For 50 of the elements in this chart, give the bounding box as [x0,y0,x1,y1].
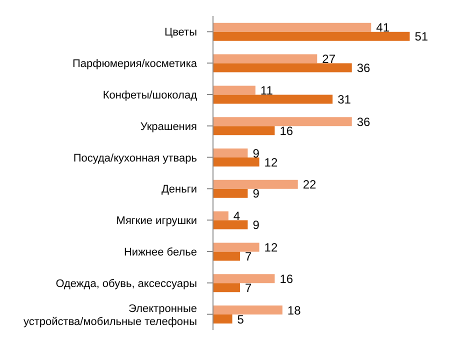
bar [213,211,228,220]
bar [213,252,240,261]
y-tick-label: Посуда/кухонная утварь [73,152,198,164]
bar [213,242,260,252]
bar [213,22,372,32]
data-label: 5 [237,312,244,326]
data-label: 31 [338,92,352,106]
data-label: 11 [260,83,274,98]
data-label: 4 [233,209,240,224]
bar [213,148,248,158]
data-label: 41 [376,20,390,35]
y-tick-label: Одежда, обувь, аксессуары [56,278,198,290]
data-label: 51 [414,30,428,44]
bar [213,94,333,104]
bar [213,314,232,324]
data-label: 9 [252,186,260,201]
y-tick-label: Конфеты/шоколад [102,90,198,102]
data-label: 12 [264,155,278,170]
bar [213,117,352,126]
y-tick-label: Мягкие игрушки [116,215,197,228]
y-tick-label: Цветы [164,26,198,39]
bar [213,63,352,72]
bar [213,306,282,315]
data-label: 22 [302,178,317,192]
data-label: 12 [264,240,278,254]
bar [213,32,410,41]
data-label: 9 [252,146,260,160]
bar [213,180,298,189]
data-label: 7 [245,280,252,295]
data-label: 16 [280,124,294,138]
y-tick-label: Нижнее белье [124,246,197,258]
bar [213,283,240,292]
data-label: 16 [280,272,294,286]
data-label: 36 [356,61,371,76]
bar [213,126,275,136]
bar [213,54,318,64]
y-tick-label: Парфюмерия/косметика [72,58,198,70]
bar [213,274,275,284]
y-tick-label: Деньги [161,184,197,196]
y-tick-label: Электронные устройства/мобильные телефоны [23,302,198,328]
data-label: 36 [356,114,371,129]
data-label: 7 [245,249,252,264]
data-label: 18 [287,303,302,318]
y-tick-label: Украшения [140,120,198,133]
bar [213,86,256,95]
bar [213,220,248,230]
bar [213,158,260,167]
bar [213,188,248,198]
data-label: 9 [252,218,260,232]
data-label: 27 [322,52,336,66]
